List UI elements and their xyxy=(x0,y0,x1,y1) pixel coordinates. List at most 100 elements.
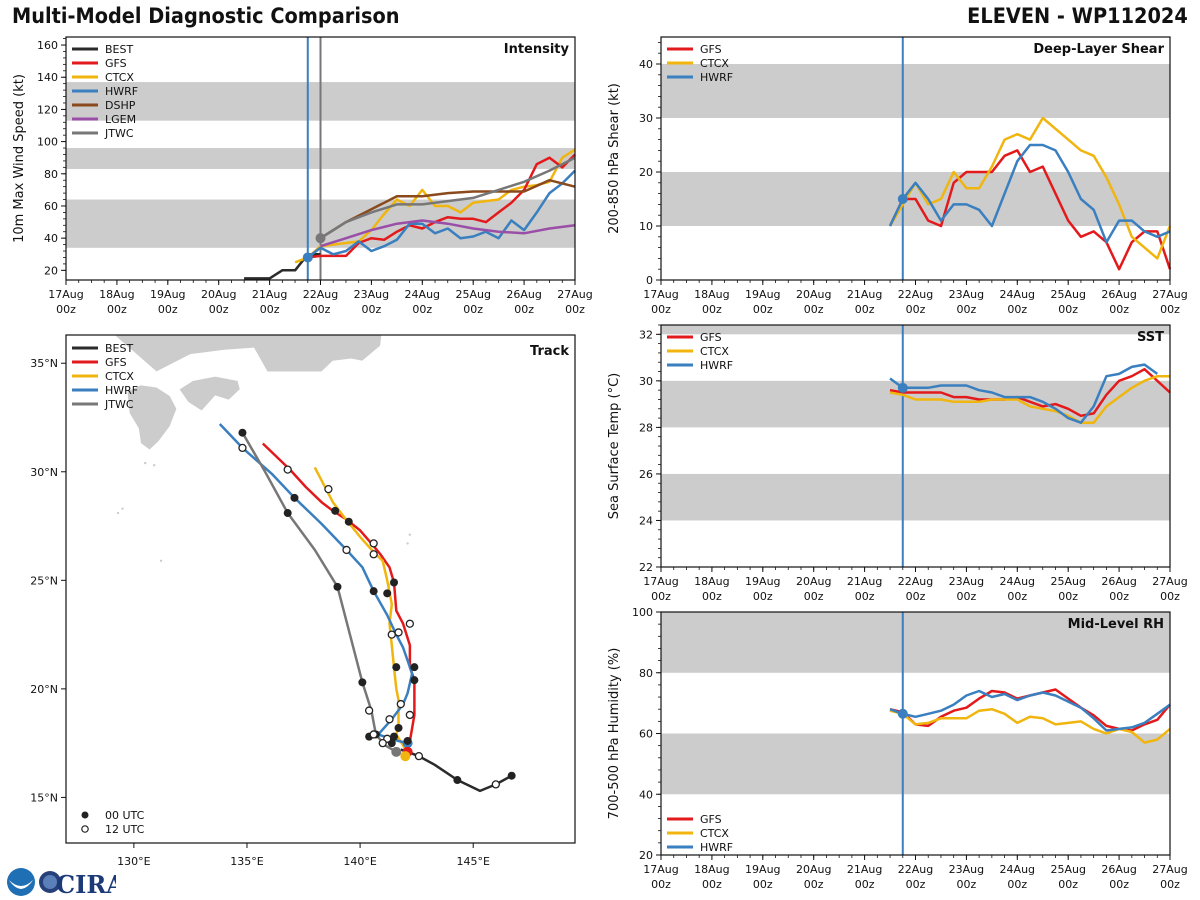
storm-title: ELEVEN - WP112024 xyxy=(967,4,1188,28)
y-tick-label: 40 xyxy=(639,788,653,801)
land-kyushu xyxy=(126,384,178,451)
noaa-bird-icon xyxy=(9,880,33,889)
x-tick-label-date: 26Aug xyxy=(1101,288,1136,301)
track-jtwc-00utc-point xyxy=(238,428,247,437)
x-tick-label-date: 17Aug xyxy=(643,863,678,876)
track-hwrf-00utc-point xyxy=(369,587,378,596)
y-tick-label: 120 xyxy=(37,103,58,116)
x-tick-label-date: 19Aug xyxy=(745,863,780,876)
x-tick-label-hour: 00z xyxy=(855,878,875,891)
init-marker-hwrf xyxy=(897,708,908,719)
track-best-00utc-point xyxy=(507,771,516,780)
y-tick-label: 60 xyxy=(639,728,653,741)
x-tick-label-date: 18Aug xyxy=(694,863,729,876)
land-island xyxy=(159,559,163,562)
shaded-band xyxy=(661,64,1170,118)
x-tick-label-hour: 00z xyxy=(753,878,773,891)
x-tick-label-date: 19Aug xyxy=(150,288,185,301)
chart-rh: 20 40 60 80 100 17Aug 00z 18Aug 00z 19Aug 00z 20Aug… xyxy=(607,606,1188,891)
track-ctcx-12utc-point xyxy=(324,484,333,494)
track-gfs-00utc-point xyxy=(410,663,419,672)
x-tick-label-date: 17Aug xyxy=(643,575,678,588)
legend-label-gfs: GFS xyxy=(105,356,127,369)
plot-frame xyxy=(660,36,1171,281)
map-frame xyxy=(65,334,576,844)
y-tick-label: 24 xyxy=(639,514,653,527)
x-tick-label-hour: 00z xyxy=(957,878,977,891)
y-tick-label: 100 xyxy=(37,136,58,149)
lon-tick-label: 130°E xyxy=(117,855,150,868)
lat-tick-label: 15°N xyxy=(30,791,58,804)
x-tick-label-date: 21Aug xyxy=(847,863,882,876)
x-tick-label-date: 17Aug xyxy=(48,288,83,301)
x-tick-label-date: 26Aug xyxy=(1101,863,1136,876)
shaded-band xyxy=(661,325,1170,335)
land-island xyxy=(153,464,156,467)
series-line-hwrf xyxy=(888,143,1171,244)
x-tick-label-date: 25Aug xyxy=(1050,288,1085,301)
track-ctcx-00utc-point xyxy=(383,589,392,598)
plot-frame xyxy=(660,611,1171,856)
series-line-lgem xyxy=(320,219,576,248)
x-tick-label-hour: 00z xyxy=(1058,878,1078,891)
x-tick-label-hour: 00z xyxy=(906,878,926,891)
globe-inner-icon xyxy=(43,875,57,889)
track-best-00utc-point xyxy=(390,732,399,741)
x-tick-label-hour: 00z xyxy=(651,878,671,891)
y-tick-label: 30 xyxy=(639,112,653,125)
x-tick-label-hour: 00z xyxy=(107,303,127,316)
init-marker-jtwc xyxy=(315,233,326,244)
x-tick-label-date: 19Aug xyxy=(745,288,780,301)
track-best-12utc-point xyxy=(414,752,424,761)
y-tick-label: 140 xyxy=(37,71,58,84)
track-ctcx-00utc-point xyxy=(392,663,401,672)
x-tick-label-date: 25Aug xyxy=(1050,575,1085,588)
x-tick-label-hour: 00z xyxy=(260,303,280,316)
x-tick-label-hour: 00z xyxy=(855,590,875,603)
x-tick-label-hour: 00z xyxy=(651,303,671,316)
init-marker-hwrf xyxy=(897,382,908,393)
chart-sst: 22 24 26 28 30 32 17Aug 00z 18Aug 00z 19Aug 00z 20Au… xyxy=(607,324,1188,603)
lon-tick-label: 145°E xyxy=(456,855,489,868)
y-axis-label: Sea Surface Temp (°C) xyxy=(607,373,622,520)
x-tick-label-hour: 00z xyxy=(957,303,977,316)
x-tick-label-date: 20Aug xyxy=(201,288,236,301)
panel-title: Mid-Level RH xyxy=(1068,617,1164,632)
track-gfs-12utc-point xyxy=(283,465,292,474)
series-line-jtwc xyxy=(319,156,576,240)
x-tick-label-date: 21Aug xyxy=(847,288,882,301)
legend-label-jtwc: JTWC xyxy=(104,398,134,411)
x-tick-label-hour: 00z xyxy=(804,590,824,603)
init-marker-hwrf xyxy=(897,194,908,204)
series-line-ctcx xyxy=(888,116,1172,260)
legend-label-hwrf: HWRF xyxy=(700,359,733,372)
lat-tick-label: 25°N xyxy=(30,574,58,587)
track-hwrf-12utc-point xyxy=(396,699,405,709)
series-line-ctcx xyxy=(294,148,576,264)
track-gfs-00utc-point xyxy=(331,506,340,515)
x-tick-label-hour: 00z xyxy=(804,878,824,891)
x-tick-label-date: 22Aug xyxy=(898,575,933,588)
lat-tick-label: 20°N xyxy=(30,683,58,696)
panel-title: Deep-Layer Shear xyxy=(1033,42,1164,57)
land-layer xyxy=(113,335,412,586)
series-line-hwrf xyxy=(889,363,1159,424)
y-axis-label: 200-850 hPa Shear (kt) xyxy=(607,83,622,234)
x-tick-label-hour: 00z xyxy=(753,303,773,316)
x-tick-label-hour: 00z xyxy=(1109,878,1129,891)
x-tick-label-date: 27Aug xyxy=(1152,288,1187,301)
x-tick-label-date: 26Aug xyxy=(1101,575,1136,588)
x-tick-label-date: 25Aug xyxy=(1050,863,1085,876)
y-tick-label: 160 xyxy=(37,39,58,52)
legend-label-gfs: GFS xyxy=(700,43,722,56)
track-hwrf-12utc-point xyxy=(394,628,403,637)
legend-marker-00utc xyxy=(81,811,89,819)
track-init-ctcx xyxy=(400,751,411,762)
series-line-gfs xyxy=(889,367,1171,418)
series-line-ctcx xyxy=(889,707,1171,744)
